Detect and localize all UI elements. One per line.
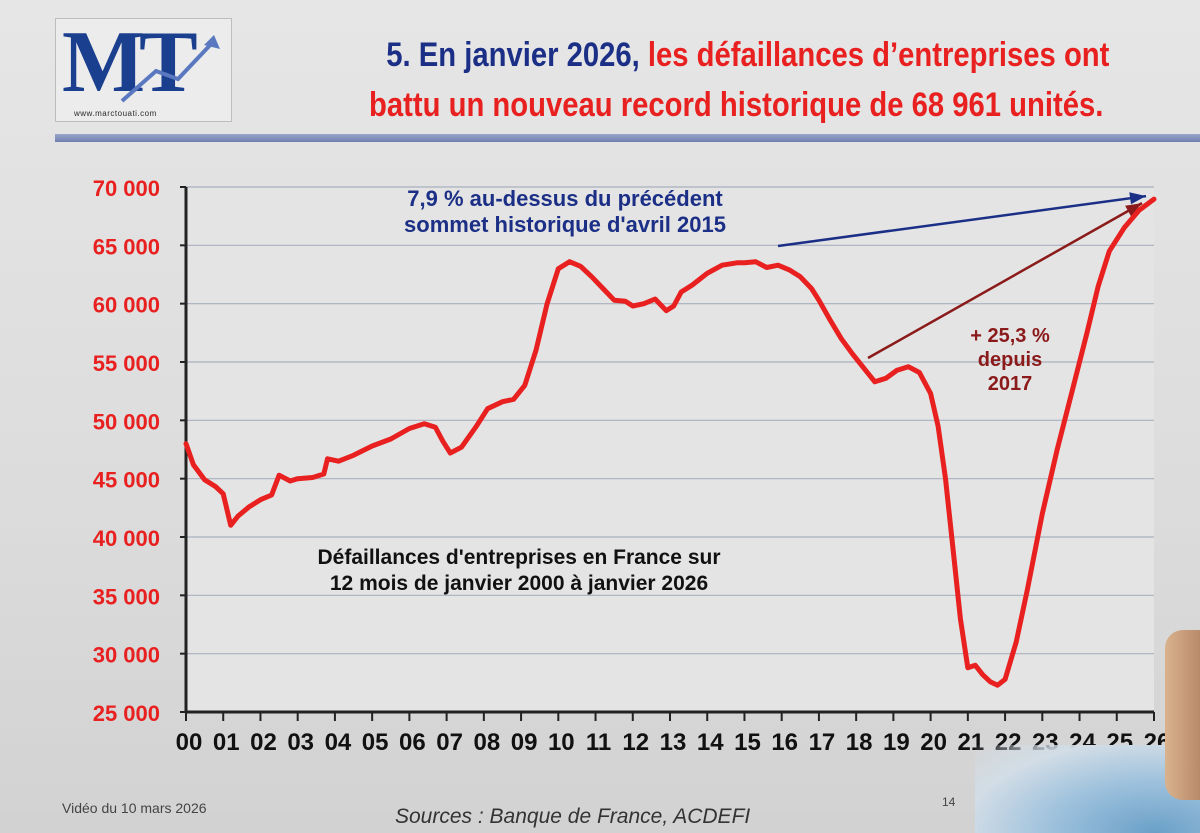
annotation-2-line: + 25,3 % <box>970 325 1050 347</box>
headline-part2: les défaillances d’entreprises ont <box>639 36 1110 74</box>
annotation-2-line: 2017 <box>988 373 1033 395</box>
footer-video-date: Vidéo du 10 mars 2026 <box>62 800 207 816</box>
x-tick-label: 18 <box>846 729 873 756</box>
x-tick-label: 17 <box>809 729 836 756</box>
annotation-2-line: depuis <box>978 349 1042 371</box>
y-tick-label: 35 000 <box>93 584 160 609</box>
x-tick-label: 15 <box>734 729 761 756</box>
x-tick-label: 00 <box>176 729 203 756</box>
presenter-inset <box>1165 630 1200 800</box>
headline-part1: 5. En janvier 2026, <box>386 36 640 74</box>
annotation-3-line: 12 mois de janvier 2000 à janvier 2026 <box>330 572 708 595</box>
x-tick-label: 20 <box>920 729 947 756</box>
plot-area <box>186 187 1154 712</box>
annotation-1-line: sommet historique d'avril 2015 <box>404 212 726 237</box>
x-tick-label: 13 <box>660 729 687 756</box>
x-tick-label: 07 <box>436 729 463 756</box>
x-tick-label: 10 <box>548 729 575 756</box>
growth-arrow-head <box>1125 203 1142 217</box>
globe-decoration <box>975 745 1200 833</box>
x-tick-label: 14 <box>697 729 724 756</box>
series-line <box>183 196 1157 688</box>
x-tick-label: 04 <box>325 729 352 756</box>
y-tick-label: 70 000 <box>93 176 160 201</box>
footer-sources: Sources : Banque de France, ACDEFI <box>395 805 751 828</box>
y-tick-label: 25 000 <box>93 701 160 726</box>
x-tick-label: 03 <box>287 729 314 756</box>
y-tick-label: 50 000 <box>93 409 160 434</box>
x-tick-label: 08 <box>473 729 500 756</box>
logo-url: www.marctouati.com <box>74 109 157 118</box>
x-tick-label: 19 <box>883 729 910 756</box>
growth-arrow <box>867 202 1143 360</box>
x-tick-label: 12 <box>622 729 649 756</box>
logo: MT www.marctouati.com <box>55 14 232 122</box>
annotation-3-line: Défaillances d'entreprises en France sur <box>318 546 721 569</box>
x-tick-label: 05 <box>362 729 389 756</box>
y-tick-label: 60 000 <box>93 293 160 318</box>
annotation-1-line: 7,9 % au-dessus du précédent <box>407 186 723 211</box>
x-tick-label: 02 <box>250 729 277 756</box>
x-tick-label: 16 <box>771 729 798 756</box>
x-tick-label: 01 <box>213 729 240 756</box>
page-number: 14 <box>942 795 956 809</box>
record-arrow <box>777 194 1147 248</box>
x-tick-label: 11 <box>586 729 611 756</box>
y-tick-label: 40 000 <box>93 526 160 551</box>
y-tick-label: 65 000 <box>93 234 160 259</box>
headline-line2: battu un nouveau record historique de 68… <box>369 86 1104 124</box>
x-tick-label: 06 <box>399 729 426 756</box>
x-tick-label: 09 <box>511 729 538 756</box>
logo-arrow-icon <box>120 35 220 103</box>
y-tick-label: 30 000 <box>93 643 160 668</box>
y-tick-label: 55 000 <box>93 351 160 376</box>
record-arrow-head <box>1129 192 1146 205</box>
y-tick-label: 45 000 <box>93 468 160 493</box>
title-divider <box>55 134 1200 142</box>
